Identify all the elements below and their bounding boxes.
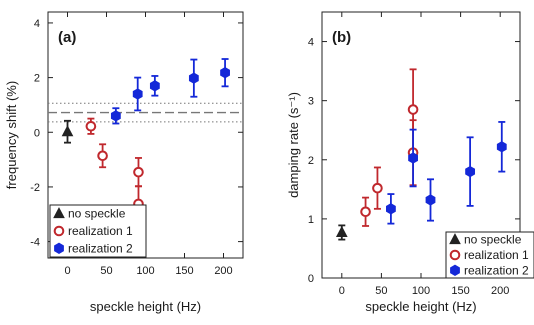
legend-marker (54, 242, 64, 254)
x-tick-label: 0 (64, 265, 70, 277)
x-tick-label: 100 (136, 265, 154, 277)
data-point (408, 152, 418, 164)
data-point (360, 206, 371, 218)
legend-label: no speckle (464, 233, 522, 247)
panel-label: (b) (332, 29, 351, 46)
legend-label: realization 1 (68, 224, 133, 238)
y-tick-label: 3 (308, 96, 314, 108)
data-point (132, 88, 143, 100)
legend-label: realization 2 (464, 263, 529, 277)
x-tick-label: 50 (100, 265, 112, 277)
x-tick-label: 0 (339, 285, 345, 297)
x-tick-label: 200 (491, 285, 509, 297)
data-point (85, 120, 97, 132)
x-tick-label: 150 (451, 285, 469, 297)
y-tick-label: -2 (30, 182, 40, 194)
legend-marker (449, 249, 461, 261)
series-realization-1 (360, 68, 419, 227)
data-point (61, 125, 74, 137)
y-tick-label: -4 (30, 237, 40, 249)
legend-marker (450, 264, 460, 276)
legend-marker (53, 207, 65, 219)
y-axis-label: frequency shift (%) (4, 81, 19, 189)
legend-label: realization 2 (68, 241, 133, 255)
data-point (407, 104, 419, 115)
series-realization-2 (110, 58, 230, 125)
y-tick-label: 0 (308, 273, 314, 285)
panel-label: (a) (58, 29, 76, 46)
data-point (110, 110, 121, 122)
data-point (496, 141, 507, 153)
panel-a: 0 50 100 150 200 -4 -2 0 2 4 speckle height (Hz) fr… (4, 11, 244, 314)
data-point (465, 165, 476, 178)
data-point (220, 67, 230, 79)
data-point (188, 72, 199, 84)
y-tick-label: 4 (34, 18, 40, 30)
x-tick-label: 100 (412, 285, 430, 297)
y-tick-label: 0 (34, 127, 40, 139)
y-tick-label: 2 (308, 155, 314, 167)
x-tick-label: 150 (175, 265, 193, 277)
series-no-speckle (335, 224, 348, 241)
legend-box (49, 204, 147, 258)
legend-label: no speckle (68, 207, 126, 221)
y-tick-label: 2 (34, 73, 40, 85)
series-no-speckle (61, 119, 74, 144)
data-point (133, 166, 144, 178)
legend-marker (449, 233, 461, 245)
x-tick-label: 50 (375, 285, 387, 297)
series-realization-2 (385, 121, 507, 225)
data-point (425, 194, 436, 206)
legend-label: realization 1 (464, 248, 529, 262)
legend: no speckle realization 1 realization 2 (49, 204, 147, 258)
data-point (372, 182, 383, 194)
y-axis-label: damping rate (s⁻¹) (286, 92, 301, 198)
y-tick-label: 1 (308, 214, 314, 226)
legend-box (445, 231, 534, 279)
y-tick-label: 4 (308, 37, 314, 49)
x-tick-label: 200 (214, 265, 232, 277)
data-point (385, 203, 396, 215)
legend-marker (53, 225, 65, 237)
x-axis-label: speckle height (Hz) (365, 299, 476, 314)
data-point (149, 80, 160, 92)
panel-b: 0 50 100 150 200 0 1 2 3 4 speckle height (Hz) damp… (286, 11, 534, 314)
data-point (97, 150, 108, 162)
data-point (335, 225, 348, 237)
x-axis-label: speckle height (Hz) (90, 299, 201, 314)
